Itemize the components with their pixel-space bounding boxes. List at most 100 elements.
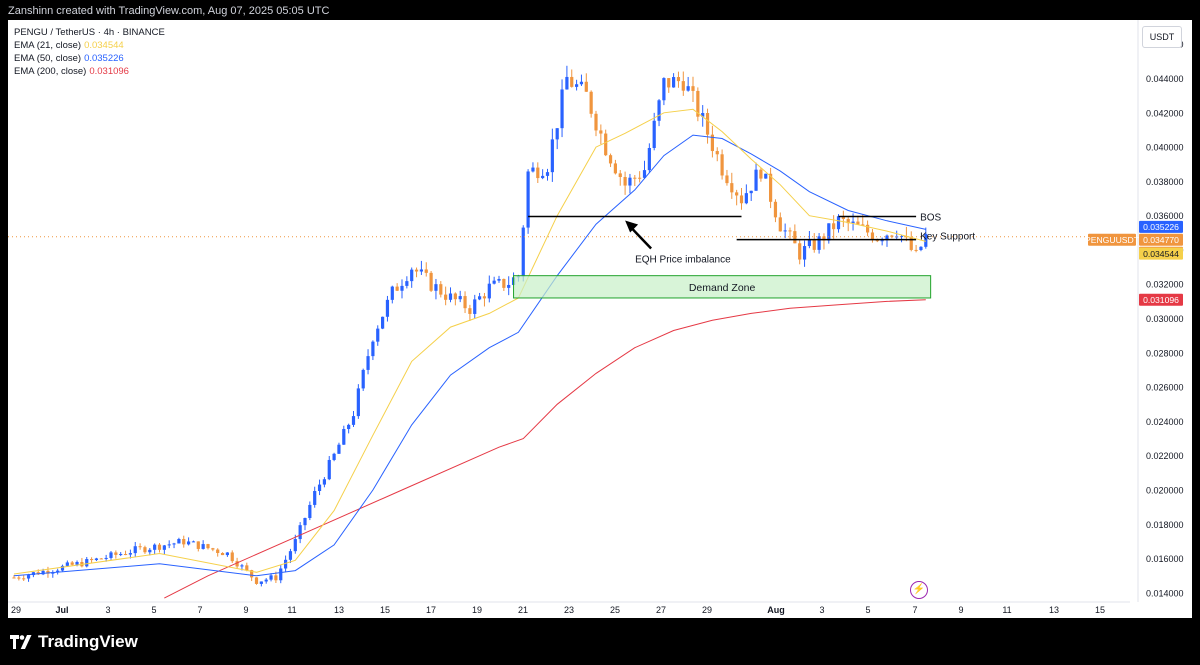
candle-up xyxy=(385,299,390,317)
candle-down xyxy=(822,236,826,241)
candle-down xyxy=(414,269,419,272)
x-tick-label: 29 xyxy=(11,605,21,615)
x-tick-label: 15 xyxy=(1095,605,1105,615)
candle-up xyxy=(303,518,307,526)
candle-up xyxy=(264,579,268,582)
candle-down xyxy=(453,293,457,300)
y-tick-label: 0.014000 xyxy=(1146,588,1184,598)
price-chart[interactable]: Demand Zone BOS Key Support EQH Price imbal… xyxy=(8,20,1192,618)
candle-down xyxy=(114,552,118,555)
candle-up xyxy=(26,575,31,579)
ema50-line xyxy=(13,134,926,577)
y-tick-label: 0.026000 xyxy=(1146,383,1184,393)
candle-down xyxy=(633,177,637,179)
candle-down xyxy=(99,558,103,560)
candle-down xyxy=(705,113,710,135)
candle-down xyxy=(861,224,865,226)
x-tick-label: 19 xyxy=(472,605,482,615)
ema21-price-tag: 0.034544 xyxy=(1143,249,1179,259)
candle-up xyxy=(187,541,191,545)
candle-down xyxy=(613,163,617,174)
candle-down xyxy=(70,562,74,565)
candle-up xyxy=(191,541,196,543)
candle-up xyxy=(41,570,45,575)
candle-up xyxy=(400,285,404,291)
candle-up xyxy=(560,89,564,129)
candle-up xyxy=(473,299,477,314)
candle-up xyxy=(492,280,496,284)
candle-down xyxy=(584,81,588,92)
chart-area[interactable]: Demand Zone BOS Key Support EQH Price imbal… xyxy=(8,20,1192,618)
candle-down xyxy=(46,570,50,574)
candle-up xyxy=(487,283,491,299)
x-tick-label: 25 xyxy=(610,605,620,615)
candle-down xyxy=(638,177,642,179)
legend-ema21[interactable]: EMA (21, close) 0.034544 xyxy=(14,40,124,51)
candle-up xyxy=(419,269,423,272)
candle-up xyxy=(647,147,651,171)
ema50-price-tag-bg xyxy=(1139,220,1183,233)
candle-down xyxy=(812,239,816,250)
symbol-tag: PENGUUSDT xyxy=(1085,235,1140,245)
bos-label: BOS xyxy=(920,213,941,224)
ema200-price-tag-bg xyxy=(1139,293,1183,306)
candle-down xyxy=(715,151,719,155)
candle-down xyxy=(182,539,186,545)
legend-ema50-value: 0.035226 xyxy=(84,53,124,64)
x-tick-label: 3 xyxy=(105,605,110,615)
legend-ema200[interactable]: EMA (200, close) 0.031096 xyxy=(14,66,129,77)
candle-up xyxy=(332,453,336,460)
candle-up xyxy=(827,223,831,241)
candle-down xyxy=(890,235,894,237)
candle-up xyxy=(744,193,748,204)
y-tick-label: 0.032000 xyxy=(1146,280,1184,290)
x-tick-label: 27 xyxy=(656,605,666,615)
x-tick-label: 11 xyxy=(287,605,296,615)
candle-down xyxy=(250,570,254,578)
candle-up xyxy=(575,84,579,87)
y-tick-label: 0.016000 xyxy=(1146,554,1184,564)
candle-up xyxy=(85,559,89,567)
candle-up xyxy=(177,539,181,544)
candle-up xyxy=(526,171,530,228)
symbol-title[interactable]: PENGU / TetherUS · 4h · BINANCE xyxy=(14,27,165,38)
x-tick-label: 13 xyxy=(334,605,344,615)
candle-down xyxy=(482,296,487,299)
tradingview-logo-icon xyxy=(10,635,32,649)
candle-down xyxy=(735,192,739,196)
candle-up xyxy=(313,491,317,505)
candle-up xyxy=(642,170,647,178)
candle-up xyxy=(899,236,904,238)
ema21-line xyxy=(13,108,926,575)
candle-down xyxy=(36,572,40,575)
candle-up xyxy=(434,284,438,291)
candle-down xyxy=(773,201,778,218)
candle-down xyxy=(536,167,540,179)
legend-ema50[interactable]: EMA (50, close) 0.035226 xyxy=(14,53,124,64)
candle-up xyxy=(172,543,176,545)
lightning-icon[interactable]: ⚡ xyxy=(910,581,928,599)
candle-up xyxy=(686,86,690,91)
x-tick-label: 17 xyxy=(426,605,436,615)
candle-up xyxy=(288,551,293,560)
candle-down xyxy=(769,173,773,202)
candle-up xyxy=(662,78,666,101)
candle-up xyxy=(565,76,569,90)
candle-up xyxy=(148,549,152,553)
ema21-price-tag-bg xyxy=(1139,247,1183,260)
candle-up xyxy=(279,568,283,581)
candle-up xyxy=(783,230,787,232)
candle-down xyxy=(429,272,433,291)
candle-up xyxy=(919,246,923,251)
candle-down xyxy=(856,221,860,225)
candle-up xyxy=(60,565,65,571)
y-tick-label: 0.018000 xyxy=(1146,520,1184,530)
currency-button[interactable]: USDT xyxy=(1142,26,1182,48)
candle-up xyxy=(802,246,807,260)
candle-down xyxy=(444,294,448,300)
tradingview-logo[interactable]: TradingView xyxy=(10,632,138,652)
candle-up xyxy=(153,544,157,550)
candle-up xyxy=(284,559,288,569)
candle-up xyxy=(322,479,326,485)
legend-ema21-value: 0.034544 xyxy=(84,40,124,51)
